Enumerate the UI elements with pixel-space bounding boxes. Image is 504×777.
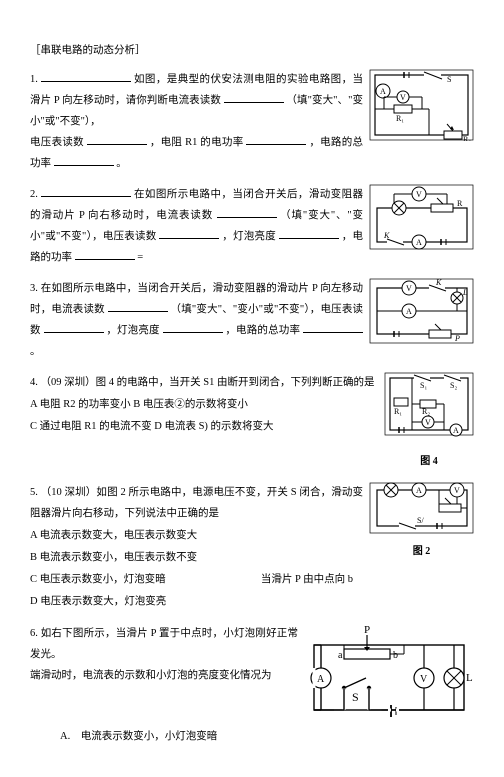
q4-opt-ab: A 电阻 R2 的功率变小 B 电压表②的示数将变小 [30, 394, 378, 415]
page: ［串联电路的动态分析］ S A R₁ V [0, 0, 504, 777]
svg-text:A: A [416, 486, 422, 495]
q2-blank1 [217, 207, 277, 219]
q2-blank4 [75, 249, 135, 261]
q2-blank2 [159, 228, 219, 240]
question-6: P a b A V L [30, 623, 474, 747]
q1-figure: S A R₁ V R₀ [369, 69, 474, 141]
question-1: S A R₁ V R₀ 1. [30, 69, 474, 174]
svg-text:b: b [393, 650, 398, 661]
svg-text:A: A [416, 238, 422, 247]
q5-num: 5. [30, 487, 38, 498]
svg-text:V: V [406, 284, 412, 293]
svg-text:P: P [454, 334, 460, 343]
svg-text:R₁: R₁ [396, 114, 404, 123]
svg-text:V: V [420, 674, 428, 685]
question-3: V K L A P 3. 在如图所示电路中， [30, 278, 474, 362]
svg-text:R₀: R₀ [463, 135, 471, 141]
q1-blank0 [41, 71, 131, 83]
q5-opt-d: D 电压表示数变大，灯泡变亮 [30, 591, 363, 612]
q5-caption: 图 2 [369, 542, 474, 562]
q4-text: （09 深圳）图 4 的电路中，当开关 S1 由断开到闭合，下列判断正确的是 [41, 377, 375, 388]
q4-num: 4. [30, 377, 38, 388]
q3-period: 。 [30, 346, 41, 357]
q6-text-a: 如右下图所示，当滑片 P 置于中点时，小灯泡刚好正常发光。 [30, 628, 298, 660]
q6-figure: P a b A V L [304, 623, 474, 723]
svg-text:S: S [447, 75, 451, 84]
svg-text:L: L [466, 672, 473, 684]
svg-text:S: S [352, 690, 359, 704]
q4-caption: 图 4 [384, 452, 474, 472]
svg-text:a: a [338, 650, 343, 661]
svg-text:A: A [380, 87, 386, 96]
svg-text:P: P [364, 624, 370, 636]
svg-text:R: R [457, 199, 463, 208]
q3-blank4 [303, 322, 363, 334]
q1-blank3 [246, 134, 306, 146]
q2-num: 2. [30, 189, 38, 200]
q6-num: 6. [30, 628, 38, 639]
svg-text:A: A [453, 426, 459, 435]
svg-text:R₁: R₁ [394, 407, 402, 416]
q5-opt-b: B 电流表示数变小，电压表示数不变 [30, 547, 363, 568]
q1-period: 。 [116, 158, 127, 169]
q3-num: 3. [30, 283, 38, 294]
svg-text:S₁: S₁ [420, 381, 427, 390]
q5-figure: A V S/ 图 2 [369, 482, 474, 562]
q2-figure: V R K A [369, 184, 474, 250]
q4-figure: R₁ S₁ S₂ R₂ V [384, 372, 474, 472]
question-4: 4. （09 深圳）图 4 的电路中，当开关 S1 由断开到闭合，下列判断正确的… [30, 372, 474, 472]
q2-blank0 [41, 186, 131, 198]
question-5: A V S/ 图 2 5. （10 深圳）如图 2 所示电路中，电源电压不变，开… [30, 482, 474, 613]
q3-text-c: ，灯泡亮度 [106, 325, 159, 336]
q6-options: A. 电流表示数变小，小灯泡变暗 [30, 726, 474, 747]
q3-blank1 [108, 301, 168, 313]
svg-text:S/: S/ [417, 516, 424, 525]
q1-blank1 [224, 92, 284, 104]
q3-blank2 [44, 322, 104, 334]
q1-text-c: 电压表读数 [30, 137, 84, 148]
svg-text:V: V [400, 93, 406, 102]
question-2: V R K A 2. 在如图 [30, 184, 474, 268]
q6-text-b: 端滑动时，电流表的示数和小灯泡的亮度变化情况为 [30, 670, 272, 681]
svg-text:K: K [383, 231, 390, 240]
svg-text:S₂: S₂ [450, 381, 457, 390]
q2-blank3 [279, 228, 339, 240]
q1-blank2 [87, 134, 147, 146]
q4-opt-cd: C 通过电阻 R1 的电流不变 D 电流表 S) 的示数将变大 [30, 416, 378, 437]
q3-text-d: ，电路的总功率 [225, 325, 300, 336]
q1-num: 1. [30, 74, 38, 85]
q4-options: A 电阻 R2 的功率变小 B 电压表②的示数将变小 C 通过电阻 R1 的电流… [30, 394, 378, 437]
q5-text: （10 深圳）如图 2 所示电路中，电源电压不变，开关 S 闭合，滑动变阻器滑片… [30, 487, 363, 519]
q5-note: 当滑片 P 由中点向 b [261, 569, 353, 590]
svg-text:L: L [462, 288, 468, 297]
svg-text:R₂: R₂ [422, 407, 430, 416]
q1-blank4 [54, 155, 114, 167]
q2-suffix: = [137, 252, 143, 263]
svg-text:K: K [435, 278, 442, 287]
q5-opt-c: C 电压表示数变小，灯泡变暗 当滑片 P 由中点向 b [30, 569, 363, 590]
svg-text:V: V [425, 418, 431, 427]
q3-figure: V K L A P [369, 278, 474, 344]
q5-opt-a: A 电流表示数变大，电压表示数变大 [30, 525, 363, 546]
q5-options: A 电流表示数变大，电压表示数变大 B 电流表示数变小，电压表示数不变 C 电压… [30, 524, 363, 613]
svg-text:A: A [317, 674, 325, 685]
section-title: ［串联电路的动态分析］ [30, 40, 474, 61]
q3-blank3 [163, 322, 223, 334]
svg-text:A: A [406, 307, 412, 316]
svg-text:V: V [454, 486, 460, 495]
svg-text:V: V [416, 190, 422, 199]
q6-opt-a: A. 电流表示数变小，小灯泡变暗 [60, 726, 474, 747]
q1-text-d: ，电阻 R1 的电功率 [150, 137, 244, 148]
q2-text-c: ，灯泡亮度 [222, 231, 276, 242]
